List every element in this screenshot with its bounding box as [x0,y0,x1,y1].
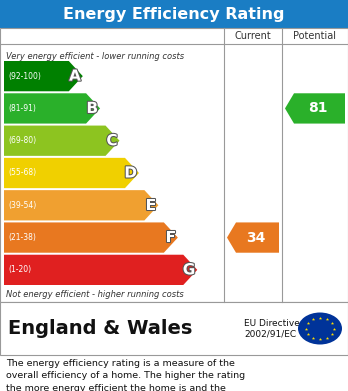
Text: Current: Current [235,31,271,41]
Polygon shape [4,61,83,91]
Polygon shape [4,126,119,156]
Polygon shape [4,190,158,221]
Polygon shape [4,93,100,124]
Bar [0,28,348,302]
Text: G: G [183,262,195,277]
Bar [0,302,348,355]
Text: Potential: Potential [293,31,337,41]
Polygon shape [4,222,178,253]
Text: (1-20): (1-20) [8,265,31,274]
Text: C: C [106,133,118,148]
Text: England & Wales: England & Wales [8,319,192,338]
Bar [0,0,348,28]
Polygon shape [285,93,345,124]
Text: E: E [146,198,156,213]
Polygon shape [4,255,197,285]
Polygon shape [227,222,279,253]
Text: (92-100): (92-100) [8,72,41,81]
Text: 34: 34 [246,231,266,245]
Text: D: D [124,165,137,181]
Text: F: F [165,230,176,245]
Text: B: B [86,101,98,116]
Text: (69-80): (69-80) [8,136,36,145]
Ellipse shape [298,312,342,344]
Text: (81-91): (81-91) [8,104,36,113]
Text: Energy Efficiency Rating: Energy Efficiency Rating [63,7,285,22]
Text: 81: 81 [308,101,328,115]
Text: (39-54): (39-54) [8,201,36,210]
Text: Very energy efficient - lower running costs: Very energy efficient - lower running co… [6,52,184,61]
Text: Not energy efficient - higher running costs: Not energy efficient - higher running co… [6,290,184,299]
Polygon shape [4,158,139,188]
Text: EU Directive
2002/91/EC: EU Directive 2002/91/EC [244,319,300,338]
Text: (55-68): (55-68) [8,169,36,178]
Text: The energy efficiency rating is a measure of the
overall efficiency of a home. T: The energy efficiency rating is a measur… [6,359,245,391]
Text: (21-38): (21-38) [8,233,36,242]
Text: A: A [69,69,81,84]
